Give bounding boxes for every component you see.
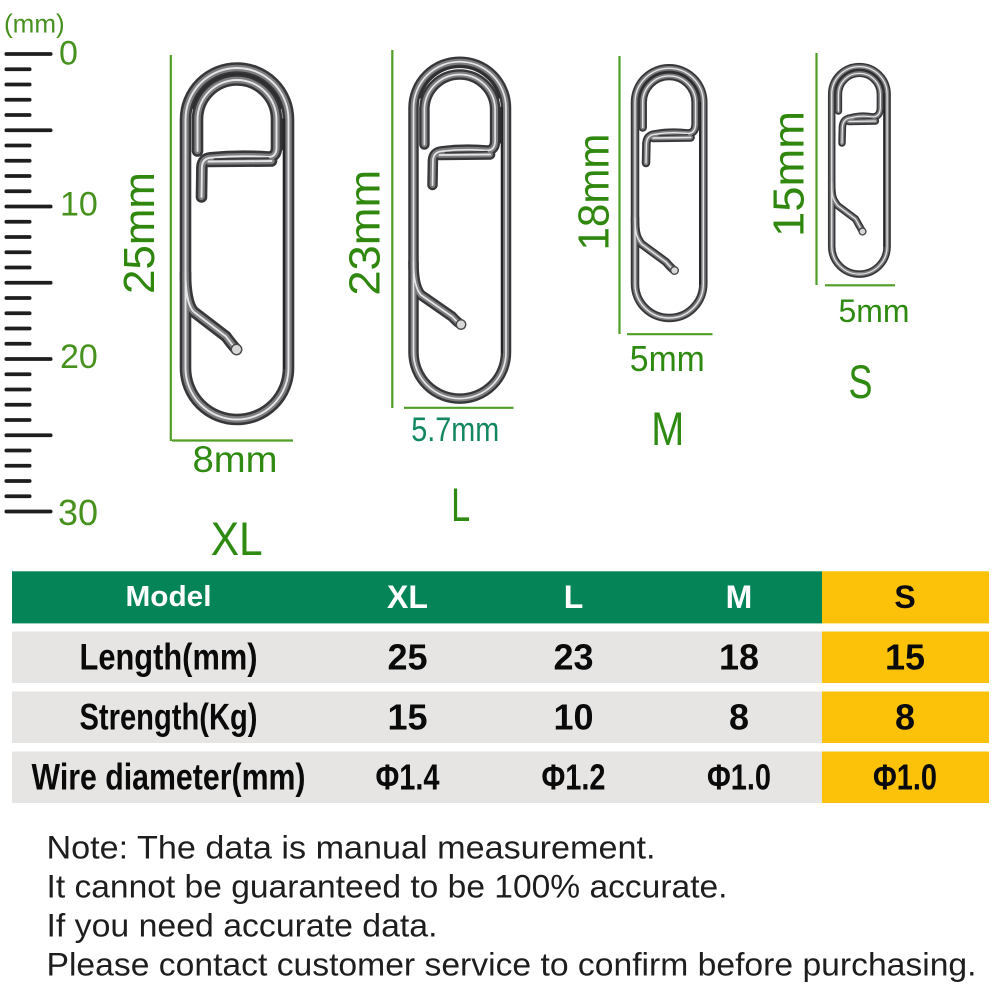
svg-text:If you need accurate data.: If you need accurate data. [47, 908, 438, 944]
svg-text:Note: The data is manual measu: Note: The data is manual measurement. [47, 830, 656, 866]
svg-text:Wire diameter(mm): Wire diameter(mm) [32, 757, 306, 798]
svg-text:25mm: 25mm [115, 172, 164, 294]
svg-text:15: 15 [387, 697, 427, 738]
svg-text:It cannot be guaranteed to be: It cannot be guaranteed to be 100% accur… [47, 869, 728, 905]
svg-text:10: 10 [60, 186, 98, 224]
svg-text:L: L [564, 579, 584, 615]
svg-text:15mm: 15mm [765, 111, 814, 237]
svg-text:M: M [726, 579, 753, 615]
svg-text:M: M [651, 402, 684, 455]
svg-text:S: S [849, 355, 873, 408]
svg-text:Length(mm): Length(mm) [80, 637, 258, 678]
svg-text:Please contact customer servic: Please contact customer service to confi… [47, 947, 977, 983]
svg-text:5mm: 5mm [839, 293, 910, 329]
svg-text:25: 25 [387, 637, 427, 678]
svg-text:8: 8 [729, 697, 749, 738]
svg-text:5mm: 5mm [630, 338, 705, 379]
svg-text:0: 0 [59, 35, 78, 73]
svg-text:30: 30 [58, 492, 98, 533]
svg-text:(mm): (mm) [4, 9, 65, 39]
svg-text:8: 8 [895, 697, 915, 738]
svg-text:18mm: 18mm [570, 134, 619, 251]
svg-text:20: 20 [60, 338, 98, 376]
svg-text:15: 15 [885, 637, 925, 678]
svg-text:XL: XL [211, 512, 263, 565]
svg-text:8mm: 8mm [193, 439, 278, 480]
svg-text:23: 23 [553, 637, 593, 678]
svg-text:Strength(Kg): Strength(Kg) [80, 697, 258, 738]
svg-text:23mm: 23mm [341, 170, 390, 296]
svg-text:XL: XL [387, 579, 428, 615]
svg-text:L: L [451, 478, 470, 531]
svg-text:18: 18 [719, 637, 759, 678]
svg-text:Φ1.4: Φ1.4 [376, 757, 440, 798]
svg-text:Model: Model [126, 581, 212, 613]
svg-text:Φ1.0: Φ1.0 [707, 757, 771, 798]
svg-text:S: S [894, 579, 915, 615]
svg-text:5.7mm: 5.7mm [411, 411, 499, 449]
svg-text:10: 10 [553, 697, 593, 738]
svg-text:Φ1.2: Φ1.2 [542, 757, 606, 798]
svg-text:Φ1.0: Φ1.0 [873, 757, 937, 798]
